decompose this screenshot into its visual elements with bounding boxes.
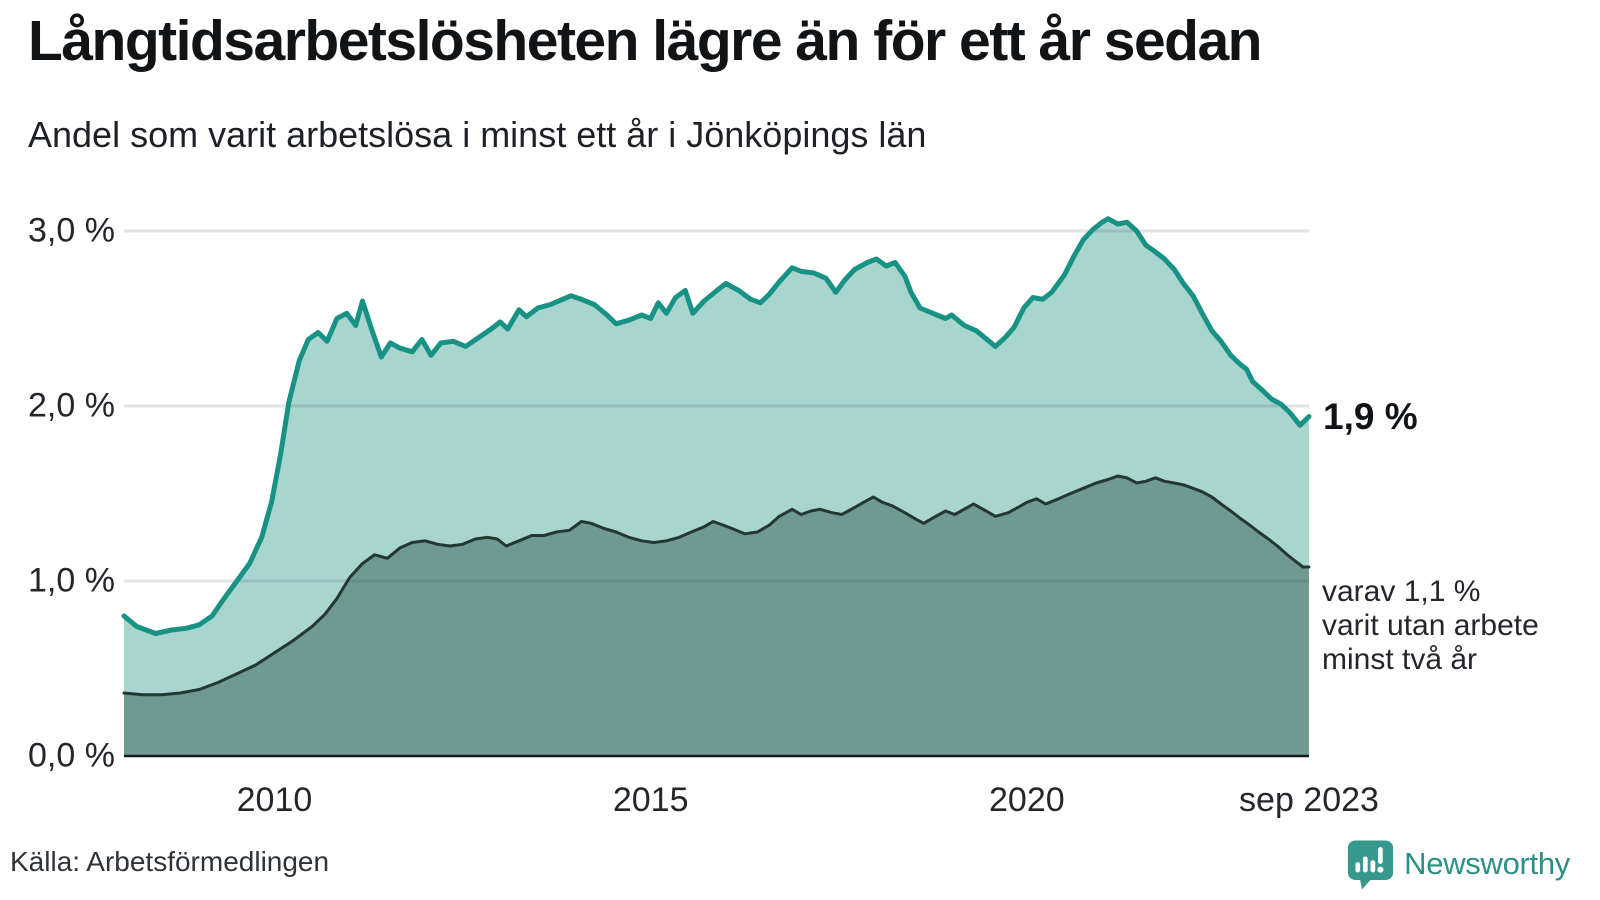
bar-medium	[1370, 860, 1376, 873]
y-tick-label: 0,0 %	[28, 736, 115, 775]
y-tick-label: 2,0 %	[28, 386, 115, 425]
series-lines	[121, 216, 1312, 697]
bar-tall	[1363, 856, 1368, 873]
y-tick-label: 3,0 %	[28, 211, 115, 250]
endpoint-label-one-year: 1,9 %	[1323, 395, 1418, 437]
one-year-line	[121, 216, 1312, 636]
exclamation-bar	[1378, 847, 1383, 864]
newsworthy-logo: Newsworthy	[1346, 838, 1570, 890]
source-note: Källa: Arbetsförmedlingen	[10, 846, 330, 877]
bar-short	[1355, 862, 1361, 873]
page-title: Långtidsarbetslösheten lägre än för ett …	[28, 9, 1263, 73]
newsworthy-wordmark: Newsworthy	[1404, 846, 1570, 881]
two-year-line	[122, 474, 1311, 697]
endpoint-label-two-year-line1: varav 1,1 %	[1322, 575, 1481, 608]
endpoint-label-two-year-line3: minst två år	[1322, 643, 1478, 676]
x-tick-label: 2020	[989, 781, 1065, 819]
y-tick-label: 1,0 %	[28, 561, 115, 600]
x-tick-label: 2015	[612, 781, 689, 819]
exclamation-dot	[1377, 866, 1384, 873]
endpoint-label-two-year: varav 1,1 % varit utan arbete minst två …	[1322, 575, 1539, 677]
area-fills	[124, 218, 1309, 757]
x-tick-label: 2010	[236, 781, 313, 819]
newsworthy-icon	[1348, 840, 1394, 890]
two-year-area	[124, 476, 1309, 756]
gridlines	[124, 229, 1309, 758]
x-tick-label: sep 2023	[1239, 781, 1379, 819]
endpoint-label-two-year-line2: varit utan arbete	[1322, 609, 1539, 642]
chart-subtitle: Andel som varit arbetslösa i minst ett å…	[28, 114, 927, 155]
